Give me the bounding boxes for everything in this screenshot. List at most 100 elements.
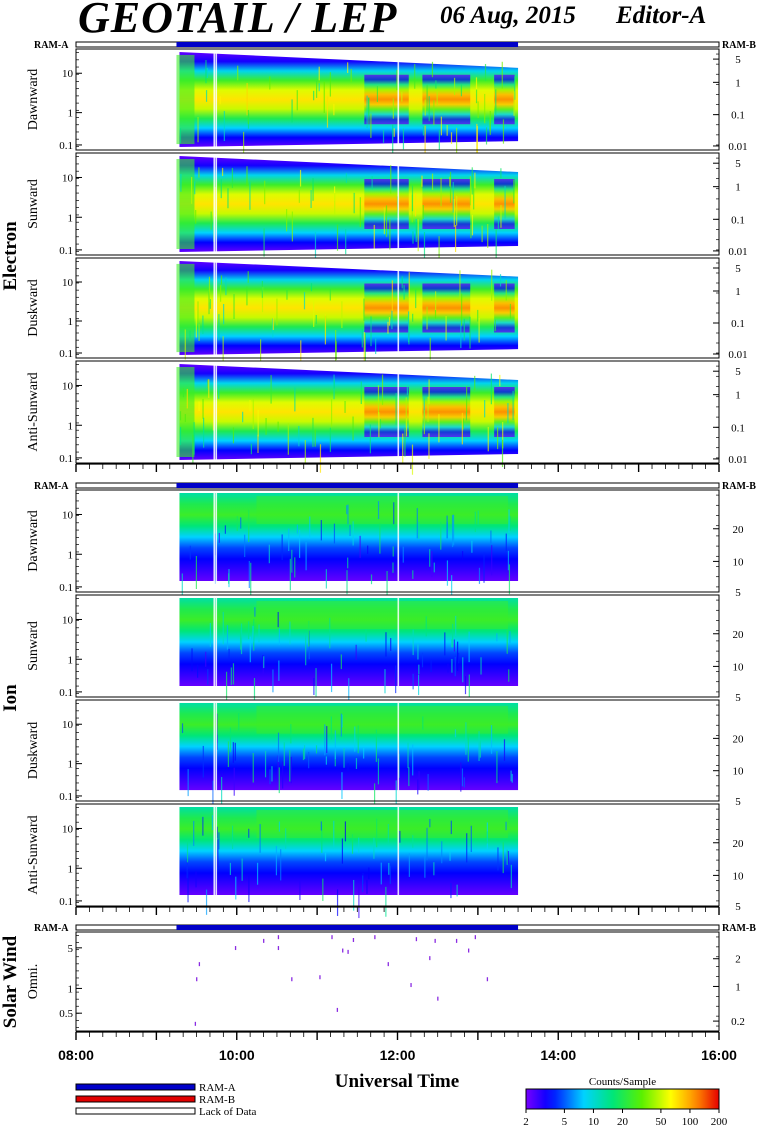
- electron-anti-sunward-panel-data-gap: [213, 362, 216, 462]
- solar-wind-point: [474, 935, 476, 940]
- editor-label: Editor-A: [616, 2, 707, 29]
- electron-sunward-panel-rtick-label: 1: [735, 182, 741, 194]
- solar-wind-point: [198, 962, 201, 967]
- solar-wind-point: [291, 977, 293, 982]
- electron-sunward-panel-rtick-label: 0.01: [728, 246, 747, 258]
- electron-duskward-panel-label: Duskward: [26, 279, 41, 337]
- electron-duskward-panel-hot-region: [364, 283, 409, 333]
- solar-wind-omni--panel-ytick-label: 5: [68, 943, 74, 955]
- ion-sunward-panel-rtick-label: 20: [733, 629, 745, 641]
- solar-wind-point: [319, 975, 321, 980]
- solar-wind-point: [352, 938, 355, 943]
- solar-wind-point: [342, 948, 344, 953]
- ion-anti-sunward-panel-rtick-label: 10: [733, 870, 745, 882]
- ion-sunward-panel-band: [179, 598, 519, 686]
- electron-sunward-panel-frame: [75, 152, 720, 256]
- ion-anti-sunward-panel-ytick-label: 10: [62, 823, 74, 835]
- colorbar-tick-label: 200: [711, 1116, 728, 1128]
- electron-anti-sunward-panel-rtick-label: 0.01: [728, 454, 747, 466]
- ion-anti-sunward-panel-core: [256, 810, 509, 838]
- ion-duskward-panel-label: Duskward: [26, 722, 41, 780]
- electron-sunward-panel-data-gap: [213, 154, 216, 254]
- electron-sunward-panel-hot-region: [494, 179, 515, 229]
- ion-duskward-panel-rtick-label: 5: [735, 796, 741, 808]
- solar-wind-point: [455, 938, 458, 943]
- electron-anti-sunward-panel-data-gap: [215, 362, 218, 462]
- electron-dawnward-panel-ytick-label: 0.1: [59, 140, 73, 152]
- solar-wind-omni--panel-frame: [75, 931, 720, 1032]
- ion-sunward-panel-rtick-label: 5: [735, 692, 741, 704]
- solar-wind-point: [486, 977, 489, 982]
- electron-group-label: Electron: [0, 221, 21, 291]
- legend-label: Lack of Data: [199, 1106, 257, 1118]
- ion-ram-bar-ram-a: [176, 483, 519, 488]
- electron-duskward-panel-ytick-label: 0.1: [59, 348, 73, 360]
- electron-duskward-panel-data-gap: [397, 259, 400, 357]
- electron-anti-sunward-panel-hot-region: [364, 387, 409, 437]
- solar-wind-point: [277, 946, 280, 951]
- solar-wind-omni--panel: [75, 931, 720, 1032]
- ion-duskward-panel-ytick-label: 0.1: [59, 791, 73, 803]
- electron-sunward-panel-ytick-label: 1: [68, 212, 74, 224]
- colorbar-tick-label: 10: [588, 1116, 600, 1128]
- electron-duskward-panel-data-gap: [213, 259, 216, 357]
- x-axis-title: Universal Time: [335, 1071, 459, 1092]
- solar-wind-point: [429, 956, 431, 961]
- x-tick-label: 12:00: [380, 1047, 416, 1063]
- electron-anti-sunward-panel-rtick-label: 5: [735, 366, 741, 378]
- ion-dawnward-panel-ytick-label: 0.1: [59, 582, 73, 594]
- electron-sunward-panel-ytick-label: 0.1: [59, 245, 73, 257]
- solar-wind-point: [234, 946, 237, 951]
- electron-duskward-panel-ytick-label: 1: [68, 316, 74, 328]
- electron-sunward-panel-ytick-label: 10: [62, 172, 74, 184]
- electron-dawnward-panel-data-gap: [213, 50, 216, 149]
- ion-dawnward-panel-core: [256, 496, 509, 524]
- legend-label: RAM-B: [199, 1094, 235, 1106]
- electron-duskward-panel-data-gap: [215, 259, 218, 357]
- electron-sunward-panel-data-gap: [397, 154, 400, 254]
- solar-wind-point: [347, 949, 349, 954]
- ion-duskward-panel-frame: [75, 699, 720, 802]
- ram-b-label: RAM-B: [722, 481, 756, 492]
- electron-duskward-panel-rtick-label: 0.01: [728, 349, 747, 361]
- ion-duskward-panel-ytick-label: 10: [62, 719, 74, 731]
- electron-duskward-panel-hot-region: [494, 283, 515, 333]
- electron-dawnward-panel-onset: [176, 54, 195, 145]
- solar-wind-point: [415, 937, 418, 942]
- solar-wind-omni--panel-rtick-label: 0.2: [731, 1016, 745, 1028]
- solar-wind-omni--panel-rtick-label: 2: [735, 954, 741, 966]
- ion-anti-sunward-panel-data-gap: [397, 805, 400, 905]
- solar-wind-ram-bar-ram-a: [176, 925, 519, 930]
- legend-label: RAM-A: [199, 1082, 236, 1094]
- electron-anti-sunward-panel-frame: [75, 360, 720, 464]
- colorbar-title: Counts/Sample: [589, 1076, 656, 1088]
- electron-dawnward-panel-rtick-label: 5: [735, 54, 741, 66]
- solar-wind-point: [336, 1007, 339, 1012]
- electron-sunward-panel-label: Sunward: [26, 179, 41, 229]
- ion-dawnward-panel-label: Dawnward: [26, 510, 41, 571]
- electron-duskward-panel-rtick-label: 1: [735, 286, 741, 298]
- ion-anti-sunward-panel-data-gap: [213, 805, 216, 905]
- electron-anti-sunward-panel-label: Anti-Sunward: [26, 372, 41, 451]
- solar-wind-point: [434, 938, 436, 943]
- electron-anti-sunward-panel-ytick-label: 1: [68, 420, 74, 432]
- ion-dawnward-panel-rtick-label: 10: [733, 556, 745, 568]
- electron-ram-bar-ram-a: [176, 42, 519, 47]
- electron-duskward-panel-rtick-label: 0.1: [731, 318, 745, 330]
- electron-dawnward-panel-data-gap: [397, 50, 400, 149]
- ion-duskward-panel-band: [179, 702, 519, 791]
- legend-swatch: [75, 1083, 196, 1091]
- ion-sunward-panel-core: [256, 601, 509, 629]
- ion-sunward-panel-data-gap: [213, 596, 216, 696]
- x-tick-label: 08:00: [58, 1047, 94, 1063]
- ram-a-label: RAM-A: [34, 40, 69, 51]
- colorbar-tick-label: 20: [617, 1116, 629, 1128]
- electron-dawnward-panel-rtick-label: 0.01: [728, 141, 747, 153]
- electron-anti-sunward-panel-hot-region: [494, 387, 515, 437]
- page-title: GEOTAIL / LEP: [78, 0, 398, 42]
- electron-dawnward-panel-ytick-label: 10: [62, 68, 74, 80]
- ion-anti-sunward-panel-rtick-label: 20: [733, 838, 745, 850]
- x-tick-label: 10:00: [219, 1047, 255, 1063]
- x-tick-label: 16:00: [701, 1047, 737, 1063]
